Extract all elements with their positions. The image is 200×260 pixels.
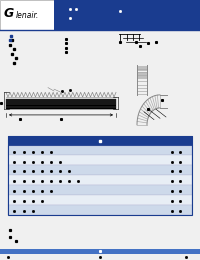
Bar: [8, 185, 192, 195]
Bar: [0, 0, 54, 30]
Text: G: G: [4, 7, 14, 20]
Bar: [8, 165, 192, 175]
Bar: [8, 205, 192, 215]
Bar: [8, 175, 192, 185]
Bar: [8, 136, 192, 146]
Bar: [8, 136, 192, 215]
Bar: [54, 0, 200, 30]
Bar: [8, 155, 192, 165]
Bar: [8, 195, 192, 205]
Bar: [6, 99, 116, 109]
Bar: [0, 249, 200, 254]
Text: lenair.: lenair.: [16, 11, 39, 20]
Bar: [8, 146, 192, 155]
